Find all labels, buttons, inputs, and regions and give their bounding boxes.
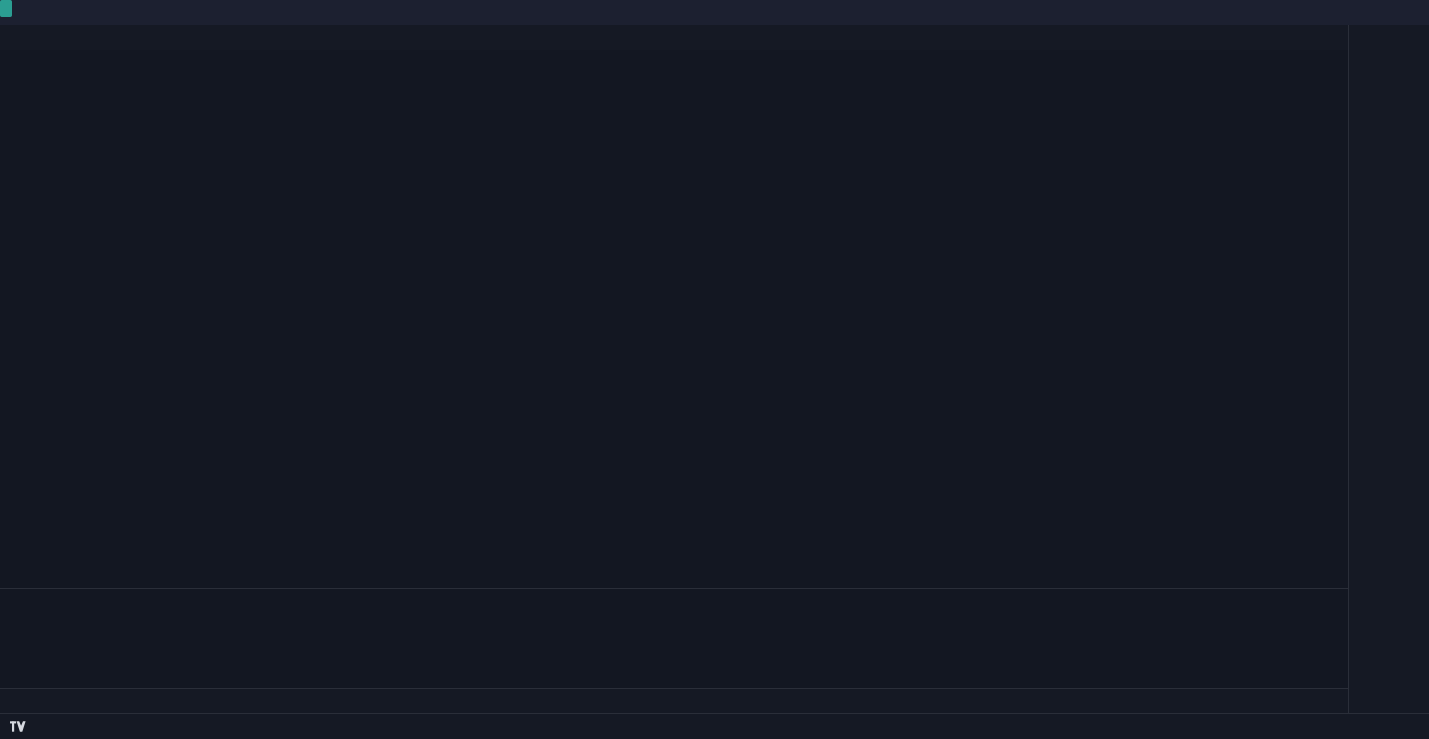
oscillator-svg bbox=[0, 589, 1348, 688]
symbol-price-flag bbox=[0, 0, 12, 17]
tradingview-logo-icon bbox=[10, 721, 26, 732]
price-axis[interactable] bbox=[1348, 25, 1429, 713]
tradingview-logo[interactable] bbox=[0, 721, 33, 732]
publish-bar bbox=[0, 0, 1429, 25]
chart-legend bbox=[0, 25, 1429, 50]
footer-bar bbox=[0, 713, 1429, 739]
price-chart-svg bbox=[0, 50, 1348, 588]
time-axis[interactable] bbox=[0, 688, 1348, 713]
price-chart-pane[interactable] bbox=[0, 50, 1348, 588]
oscillator-pane[interactable] bbox=[0, 588, 1348, 688]
